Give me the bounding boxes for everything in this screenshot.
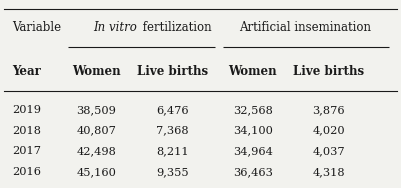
Text: 4,037: 4,037 — [312, 146, 345, 156]
Text: 2019: 2019 — [12, 105, 41, 115]
Text: In vitro: In vitro — [93, 21, 137, 34]
Text: Women: Women — [72, 65, 121, 78]
Text: Live births: Live births — [137, 65, 208, 78]
Text: 2017: 2017 — [12, 146, 41, 156]
Text: Live births: Live births — [293, 65, 365, 78]
Text: 7,368: 7,368 — [156, 126, 189, 136]
Text: 2016: 2016 — [12, 167, 41, 177]
Text: 3,876: 3,876 — [312, 105, 345, 115]
Text: 34,964: 34,964 — [233, 146, 273, 156]
Text: 38,509: 38,509 — [76, 105, 116, 115]
Text: 8,211: 8,211 — [156, 146, 189, 156]
Text: 34,100: 34,100 — [233, 126, 273, 136]
Text: 36,463: 36,463 — [233, 167, 273, 177]
Text: 9,355: 9,355 — [156, 167, 189, 177]
Text: Artificial insemination: Artificial insemination — [239, 21, 372, 34]
Text: 2018: 2018 — [12, 126, 41, 136]
Text: Year: Year — [12, 65, 41, 78]
Text: 32,568: 32,568 — [233, 105, 273, 115]
Text: Variable: Variable — [12, 21, 61, 34]
Text: 40,807: 40,807 — [76, 126, 116, 136]
Text: 42,498: 42,498 — [76, 146, 116, 156]
Text: 4,020: 4,020 — [312, 126, 345, 136]
Text: 4,318: 4,318 — [312, 167, 345, 177]
Text: Women: Women — [228, 65, 277, 78]
Text: 6,476: 6,476 — [156, 105, 189, 115]
Text: fertilization: fertilization — [139, 21, 212, 34]
Text: 45,160: 45,160 — [76, 167, 116, 177]
